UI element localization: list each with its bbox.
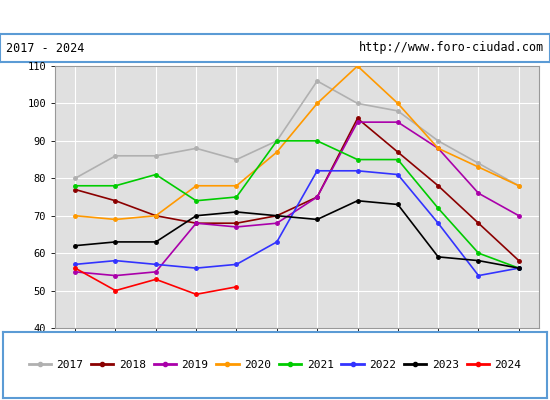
Legend: 2017, 2018, 2019, 2020, 2021, 2022, 2023, 2024: 2017, 2018, 2019, 2020, 2021, 2022, 2023… <box>24 356 526 374</box>
Text: 2017 - 2024: 2017 - 2024 <box>6 42 84 54</box>
Text: http://www.foro-ciudad.com: http://www.foro-ciudad.com <box>359 42 544 54</box>
Text: Evolucion del paro registrado en Barxeta: Evolucion del paro registrado en Barxeta <box>126 10 424 24</box>
